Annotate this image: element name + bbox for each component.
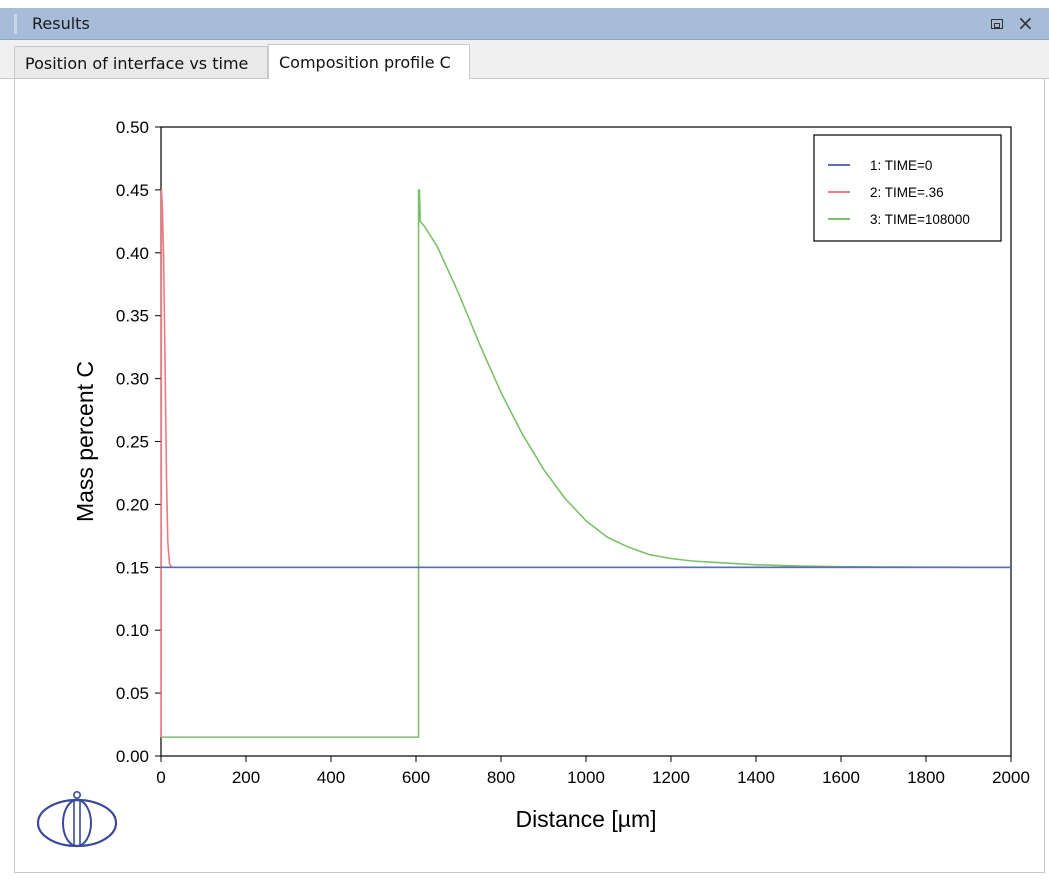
legend-label-2: 2: TIME=.36: [870, 185, 944, 200]
y-tick-label: 0.00: [116, 747, 149, 766]
y-tick-label: 0.15: [116, 558, 149, 577]
thermo-calc-logo: [36, 790, 118, 848]
left-gutter: [0, 40, 14, 879]
x-tick-label: 1000: [567, 768, 605, 787]
legend: 1: TIME=0 2: TIME=.36 3: TIME=108000: [813, 134, 1002, 242]
series-line-2: [160, 189, 1011, 738]
tab-position-of-interface[interactable]: Position of interface vs time: [14, 46, 268, 78]
panel-grip[interactable]: [14, 14, 17, 34]
x-tick-label: 800: [487, 768, 515, 787]
maximize-icon[interactable]: [991, 19, 1003, 29]
y-tick-label: 0.30: [116, 370, 149, 389]
legend-label-1: 1: TIME=0: [870, 158, 932, 173]
y-tick-label: 0.25: [116, 433, 149, 452]
x-tick-label: 1600: [822, 768, 860, 787]
legend-label-3: 3: TIME=108000: [870, 212, 970, 227]
x-tick-label: 400: [317, 768, 345, 787]
x-tick-label: 1800: [907, 768, 945, 787]
panel-title: Results: [32, 14, 90, 33]
x-tick-label: 600: [402, 768, 430, 787]
x-tick-label: 0: [156, 768, 165, 787]
y-tick-label: 0.10: [116, 621, 149, 640]
axes-layer: 0.00 0.05 0.10 0.15 0.20 0.25 0.30 0.35 0.40 0.45…: [116, 118, 1030, 787]
y-tick-label: 0.40: [116, 244, 149, 263]
x-tick-label: 200: [232, 768, 260, 787]
composition-chart: 0.00 0.05 0.10 0.15 0.20 0.25 0.30 0.35 0.40 0.45…: [36, 118, 1030, 848]
series-line-3: [161, 189, 1011, 738]
legend-box: [813, 134, 1002, 242]
chart-panel: 0.00 0.05 0.10 0.15 0.20 0.25 0.30 0.35 0.40 0.45…: [14, 79, 1045, 873]
close-icon[interactable]: ×: [1017, 11, 1034, 35]
y-tick-label: 0.20: [116, 495, 149, 514]
x-tick-label: 1200: [652, 768, 690, 787]
y-tick-label: 0.05: [116, 684, 149, 703]
x-tick-label: 2000: [992, 768, 1030, 787]
tab-composition-profile[interactable]: Composition profile C: [268, 44, 470, 80]
results-title-bar: Results ×: [0, 8, 1049, 40]
y-tick-label: 0.45: [116, 181, 149, 200]
tab-strip: Position of interface vs time Compositio…: [0, 40, 1049, 80]
x-axis-label: Distance [µm]: [515, 806, 656, 832]
y-tick-label: 0.50: [116, 118, 149, 137]
y-tick-label: 0.35: [116, 307, 149, 326]
y-axis-label: Mass percent C: [72, 361, 98, 522]
x-tick-label: 1400: [737, 768, 775, 787]
series-layer: [160, 189, 1011, 738]
